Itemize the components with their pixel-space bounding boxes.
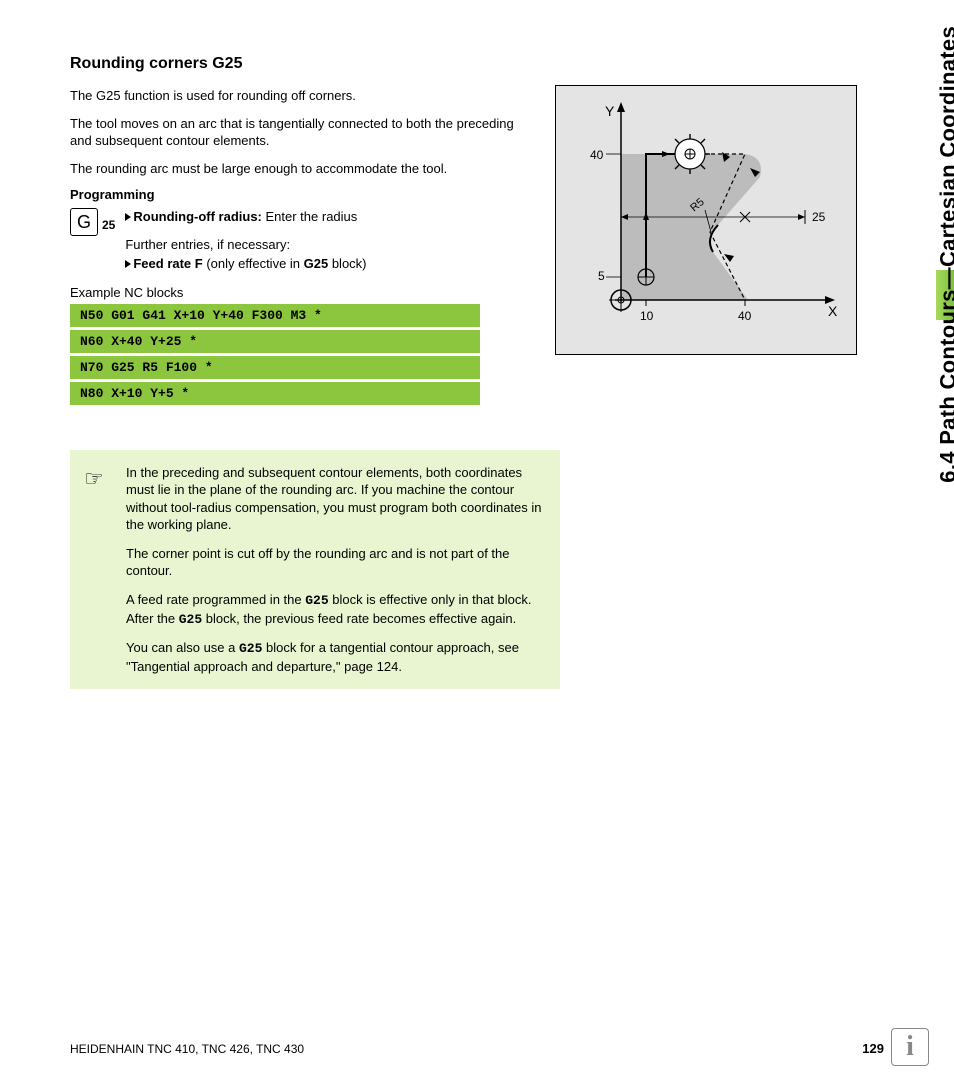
example-label: Example NC blocks (70, 285, 530, 300)
side-chapter-title: 6.4 Path Contours—Cartesian Coordinates (936, 26, 954, 483)
svg-text:40: 40 (738, 309, 752, 323)
y-axis-label: Y (605, 103, 615, 119)
coordinate-diagram: Y X 40 5 10 40 25 (555, 85, 857, 355)
nc-block: N80 X+10 Y+5 * (70, 382, 480, 405)
rounding-radius-text: Enter the radius (262, 209, 357, 224)
diagram-svg: Y X 40 5 10 40 25 (590, 102, 840, 332)
hand-icon: ☞ (84, 464, 104, 494)
intro-p3: The rounding arc must be large enough to… (70, 160, 530, 178)
g-key-icon: G (70, 208, 98, 236)
info-corner-icon: i (891, 1028, 929, 1066)
page-number: 129 (862, 1041, 884, 1056)
x-axis-label: X (828, 303, 838, 319)
triangle-icon (125, 260, 131, 268)
intro-p1: The G25 function is used for rounding of… (70, 87, 530, 105)
footer-left: HEIDENHAIN TNC 410, TNC 426, TNC 430 (70, 1042, 304, 1056)
feed-rate-code: G25 (304, 256, 329, 271)
left-column: The G25 function is used for rounding of… (70, 87, 530, 405)
feed-rate-text2: block) (328, 256, 366, 271)
intro-p2: The tool moves on an arc that is tangent… (70, 115, 530, 150)
triangle-icon (125, 213, 131, 221)
info-p2: The corner point is cut off by the round… (126, 545, 544, 580)
rounding-radius-label: Rounding-off radius: (133, 209, 262, 224)
info-box: ☞ In the preceding and subsequent contou… (70, 450, 560, 689)
nc-block: N60 X+40 Y+25 * (70, 330, 480, 353)
programming-body: Rounding-off radius: Enter the radius Fu… (125, 208, 530, 273)
svg-text:10: 10 (640, 309, 654, 323)
svg-text:5: 5 (598, 269, 605, 283)
info-p1: In the preceding and subsequent contour … (126, 464, 544, 534)
programming-row: G 25 Rounding-off radius: Enter the radi… (70, 208, 530, 273)
feed-rate-text1: (only effective in (203, 256, 304, 271)
page-content: Rounding corners G25 The G25 function is… (0, 0, 954, 729)
nc-block: N70 G25 R5 F100 * (70, 356, 480, 379)
svg-text:25: 25 (812, 210, 826, 224)
svg-text:40: 40 (590, 148, 604, 162)
further-entries: Further entries, if necessary: (125, 236, 530, 254)
programming-heading: Programming (70, 187, 530, 202)
info-p3: A feed rate programmed in the G25 block … (126, 591, 544, 628)
info-p4: You can also use a G25 block for a tange… (126, 639, 544, 675)
page-footer: HEIDENHAIN TNC 410, TNC 426, TNC 430 129 (70, 1041, 884, 1056)
g-key-number: 25 (102, 218, 115, 232)
nc-block: N50 G01 G41 X+10 Y+40 F300 M3 * (70, 304, 480, 327)
feed-rate-label: Feed rate F (133, 256, 202, 271)
page-title: Rounding corners G25 (70, 55, 884, 73)
